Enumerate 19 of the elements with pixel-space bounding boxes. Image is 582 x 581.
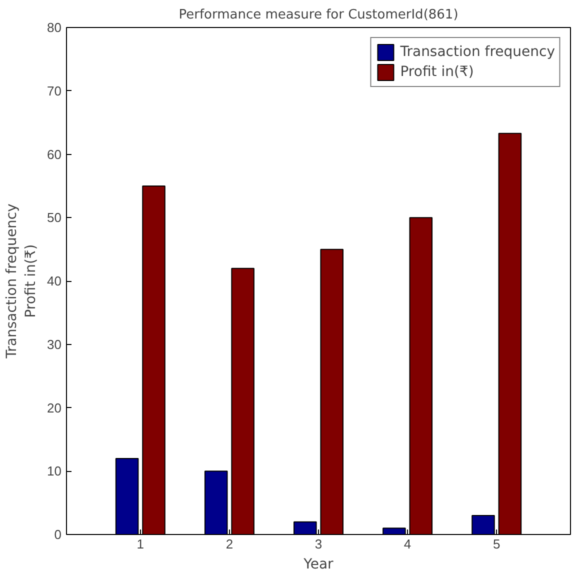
y-tick-label: 40: [47, 274, 62, 288]
x-tick-label: 3: [314, 536, 322, 552]
y-tick-label: 70: [47, 83, 62, 98]
y-tick-label: 10: [47, 464, 62, 479]
chart-title: Performance measure for CustomerId(861): [178, 8, 458, 22]
x-tick-label: 1: [136, 536, 144, 552]
y-tick-label: 60: [47, 146, 62, 162]
x-tick-label: 2: [226, 536, 234, 552]
legend-label: Transaction frequency: [400, 44, 555, 60]
y-tick-label: 0: [54, 527, 62, 542]
x-axis-title: Year: [302, 556, 334, 572]
y-tick-label: 30: [47, 336, 62, 352]
x-tick-label: 4: [404, 536, 412, 552]
y-axis-title: Transaction frequency Profit in(₹): [4, 204, 40, 360]
y-tick-label: 80: [47, 20, 62, 35]
y-tick-label: 50: [47, 210, 62, 226]
legend-label: Profit in(₹): [400, 64, 474, 80]
x-tick-label: 5: [492, 536, 500, 552]
y-tick-label: 20: [47, 400, 62, 416]
